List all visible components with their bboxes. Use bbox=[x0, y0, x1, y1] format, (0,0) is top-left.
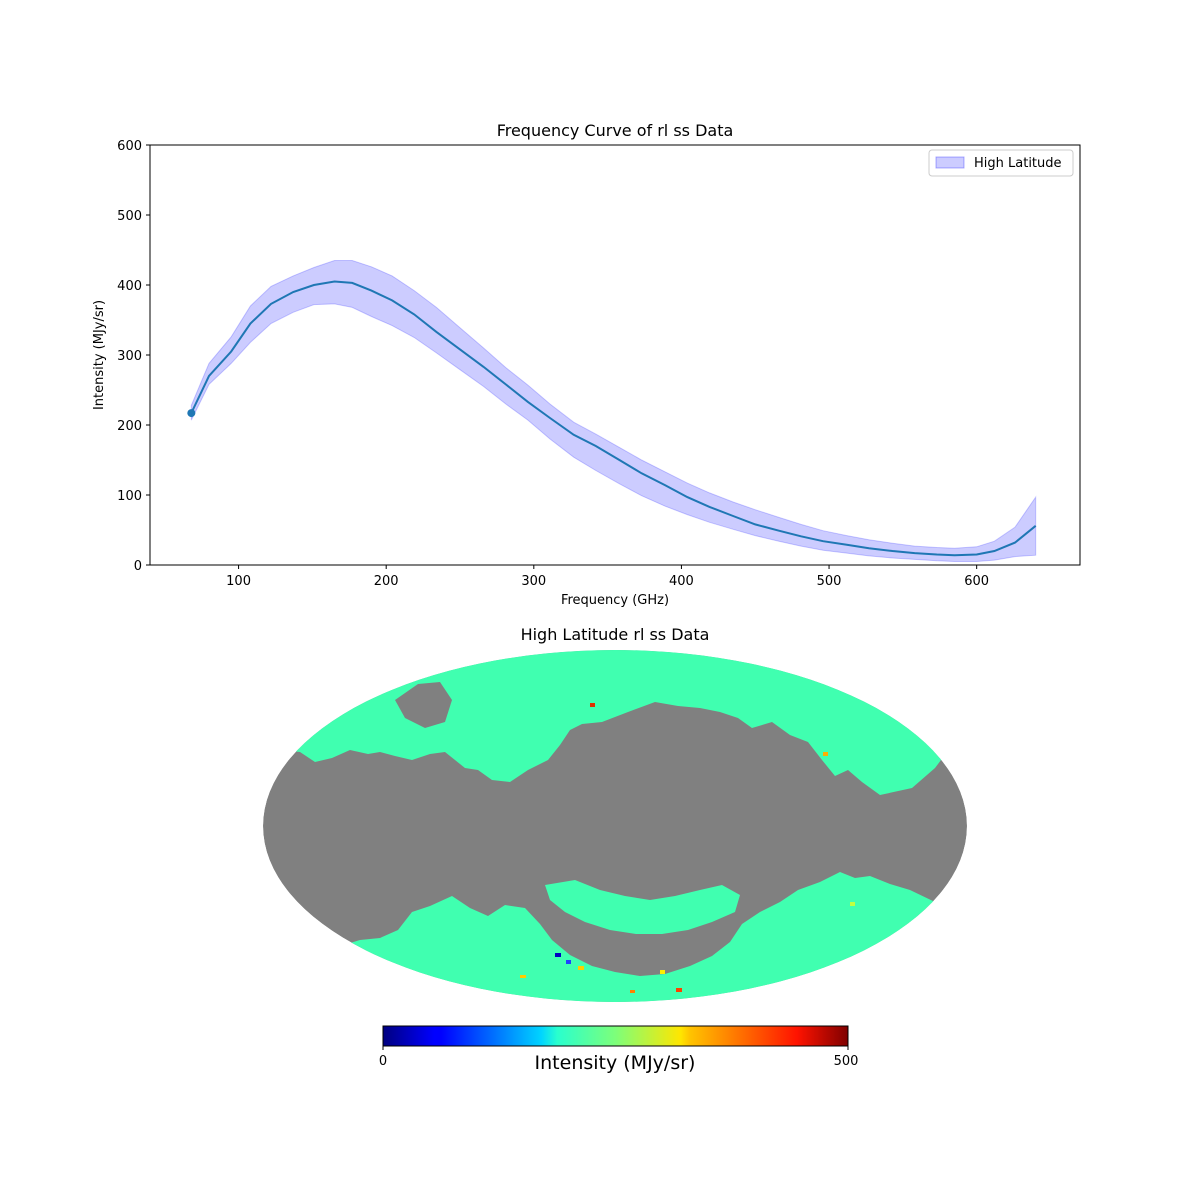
colorbar-label: Intensity (MJy/sr) bbox=[535, 1052, 696, 1074]
y-tick-label: 200 bbox=[117, 419, 142, 434]
hot-pixel bbox=[555, 953, 561, 957]
y-tick-label: 300 bbox=[117, 349, 142, 364]
x-tick-label: 100 bbox=[226, 574, 251, 589]
hot-pixel bbox=[520, 975, 526, 978]
y-tick-label: 0 bbox=[134, 559, 142, 574]
series-line bbox=[190, 280, 1037, 557]
colorbar-min-label: 0 bbox=[379, 1054, 387, 1069]
hot-pixel bbox=[590, 703, 595, 707]
legend-label: High Latitude bbox=[974, 156, 1062, 171]
x-tick-label: 200 bbox=[374, 574, 399, 589]
north-region bbox=[263, 650, 967, 795]
legend-frame bbox=[928, 149, 1074, 177]
hot-pixel bbox=[630, 990, 635, 993]
chart-title: Frequency Curve of rl ss Data bbox=[497, 121, 734, 140]
x-axis-label: Frequency (GHz) bbox=[561, 593, 669, 608]
y-axis-label: Intensity (MJy/sr) bbox=[92, 300, 107, 410]
y-tick-label: 400 bbox=[117, 279, 142, 294]
x-tick-label: 300 bbox=[521, 574, 546, 589]
y-axis: 0 100 200 300 400 500 600 bbox=[117, 139, 150, 574]
map-projection bbox=[263, 650, 967, 1002]
axes-frame bbox=[149, 144, 1081, 566]
line-chart: Frequency Curve of rl ss Data 100 200 300 4… bbox=[92, 121, 1081, 608]
plot-area bbox=[187, 260, 1037, 562]
x-axis: 100 200 300 400 500 600 bbox=[226, 565, 989, 589]
hot-pixel bbox=[566, 960, 571, 964]
y-tick-label: 500 bbox=[117, 209, 142, 224]
south-inner-arc bbox=[545, 880, 740, 934]
legend: High Latitude bbox=[928, 149, 1074, 177]
hot-pixel bbox=[660, 970, 665, 974]
uncertainty-band bbox=[190, 260, 1037, 562]
legend-swatch bbox=[935, 156, 965, 169]
colorbar-gradient bbox=[382, 1025, 849, 1047]
colorbar: 0 500 Intensity (MJy/sr) bbox=[379, 1025, 859, 1074]
sky-map: High Latitude rl ss Data bbox=[263, 625, 967, 1074]
hot-pixel bbox=[676, 988, 682, 992]
north-cutout bbox=[395, 682, 452, 728]
hot-pixel bbox=[850, 902, 855, 906]
x-tick-label: 400 bbox=[669, 574, 694, 589]
x-tick-label: 500 bbox=[817, 574, 842, 589]
colorbar-max-label: 500 bbox=[834, 1054, 859, 1069]
hot-pixel bbox=[823, 752, 828, 756]
x-tick-label: 600 bbox=[964, 574, 989, 589]
south-region bbox=[263, 872, 967, 1002]
series-marker bbox=[187, 409, 196, 418]
map-title: High Latitude rl ss Data bbox=[521, 625, 710, 644]
hot-pixel bbox=[578, 966, 584, 970]
y-tick-label: 100 bbox=[117, 489, 142, 504]
y-tick-label: 600 bbox=[117, 139, 142, 154]
